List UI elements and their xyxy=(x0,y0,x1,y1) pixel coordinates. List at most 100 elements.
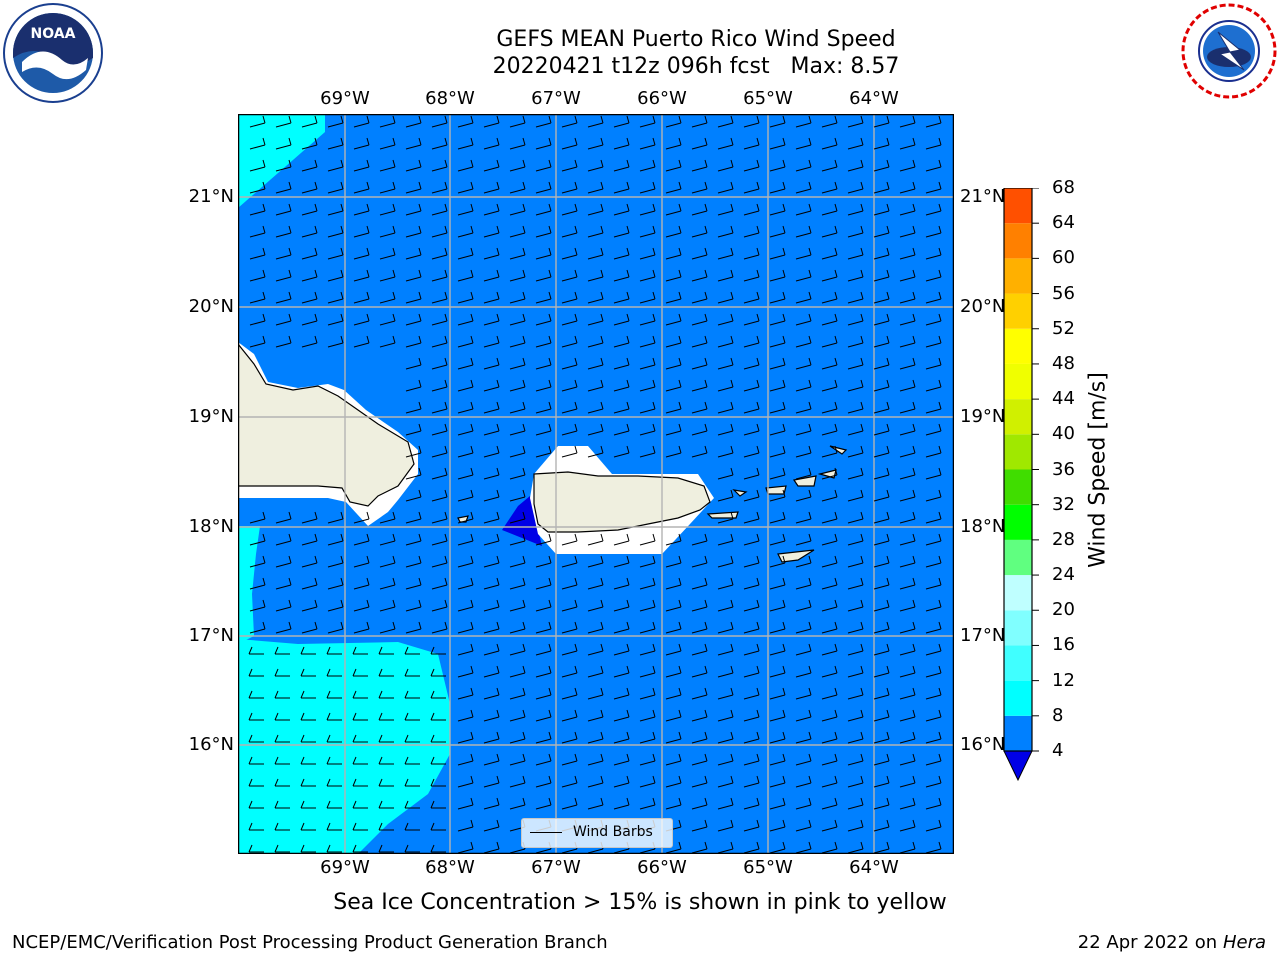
wind-barb xyxy=(639,643,656,656)
wind-barb xyxy=(613,313,630,326)
lon-label-top: 67°W xyxy=(531,88,581,109)
wind-barb xyxy=(743,335,760,348)
wind-barb xyxy=(535,445,552,458)
wind-barb xyxy=(639,423,656,436)
wind-barb xyxy=(249,599,266,612)
wind-speed-map xyxy=(238,114,954,854)
wind-barb xyxy=(509,423,526,436)
colorbar-tick-label: 8 xyxy=(1052,704,1064,726)
wind-barb xyxy=(717,137,734,150)
wind-barb xyxy=(483,731,500,744)
wind-barb xyxy=(717,577,734,590)
wind-barb xyxy=(457,137,474,150)
wind-barb xyxy=(743,577,760,590)
colorbar-tick-label: 56 xyxy=(1052,282,1075,304)
lat-label-right: 19°N xyxy=(960,406,1006,427)
colorbar-tick-label: 16 xyxy=(1052,634,1075,656)
wind-barb xyxy=(431,181,448,194)
colorbar-segment xyxy=(1004,645,1032,681)
wind-barb xyxy=(274,822,290,831)
wind-barb xyxy=(795,753,812,766)
wind-barb xyxy=(561,577,578,590)
wind-barb xyxy=(457,555,474,568)
wind-barb xyxy=(509,401,526,414)
wind-barb xyxy=(769,577,786,590)
wind-barb xyxy=(873,115,890,128)
wind-barb xyxy=(613,621,630,634)
wind-barb xyxy=(769,775,786,788)
wind-barb xyxy=(899,401,916,414)
wind-barb xyxy=(483,665,500,678)
colorbar-segment xyxy=(1004,223,1032,259)
wind-barb xyxy=(769,599,786,612)
wind-barb xyxy=(899,665,916,678)
wind-barb xyxy=(379,511,396,524)
wind-barb xyxy=(743,115,760,128)
wind-barb xyxy=(769,181,786,194)
svg-text:NOAA: NOAA xyxy=(31,26,76,42)
wind-barb xyxy=(613,599,630,612)
wind-barb xyxy=(274,668,290,677)
wind-barb xyxy=(457,775,474,788)
wind-barb xyxy=(691,819,708,832)
wind-barb xyxy=(535,555,552,568)
wind-barb xyxy=(249,555,266,568)
colorbar-tick-label: 64 xyxy=(1052,212,1075,234)
wind-barb xyxy=(925,401,942,414)
wind-barb xyxy=(639,797,656,810)
wind-barb xyxy=(326,734,342,743)
wind-barb xyxy=(665,599,682,612)
wind-barb xyxy=(691,335,708,348)
wind-barb xyxy=(769,445,786,458)
wind-barb xyxy=(847,115,864,128)
wind-barb xyxy=(665,335,682,348)
wind-barb xyxy=(691,203,708,216)
wind-barb xyxy=(379,555,396,568)
wind-barb xyxy=(769,797,786,810)
wind-barb xyxy=(899,555,916,568)
wind-barb xyxy=(769,159,786,172)
wind-barb xyxy=(899,269,916,282)
wind-barb xyxy=(665,709,682,722)
wind-barb xyxy=(873,841,890,854)
wind-barb xyxy=(379,247,396,260)
wind-barb xyxy=(795,445,812,458)
wind-barb xyxy=(509,379,526,392)
wind-barb xyxy=(431,467,448,480)
wind-barb xyxy=(483,621,500,634)
wind-barb xyxy=(483,225,500,238)
footer-branch: NCEP/EMC/Verification Post Processing Pr… xyxy=(12,932,608,953)
wind-barb xyxy=(639,599,656,612)
wind-barb xyxy=(353,313,370,326)
wind-barb xyxy=(405,577,422,590)
wind-barb xyxy=(248,778,264,787)
wind-barb xyxy=(873,247,890,260)
wind-barb xyxy=(821,291,838,304)
wind-barb xyxy=(327,159,344,172)
wind-barb xyxy=(665,379,682,392)
wind-barb xyxy=(587,797,604,810)
wind-barb xyxy=(561,709,578,722)
wind-barb xyxy=(457,621,474,634)
wind-barb xyxy=(925,577,942,590)
wind-barb xyxy=(327,555,344,568)
wind-barb xyxy=(873,643,890,656)
wind-barb xyxy=(457,269,474,282)
wind-barb xyxy=(873,379,890,392)
wind-barb xyxy=(769,291,786,304)
wind-barb xyxy=(821,225,838,238)
wind-barb xyxy=(535,665,552,678)
wind-barb xyxy=(535,335,552,348)
wind-speed-colorbar xyxy=(1003,187,1047,788)
wind-barb xyxy=(743,313,760,326)
wind-barb xyxy=(925,445,942,458)
wind-barb xyxy=(483,489,500,502)
colorbar-segment xyxy=(1004,469,1032,505)
wind-barb xyxy=(795,269,812,282)
wind-barb xyxy=(717,775,734,788)
wind-barb xyxy=(691,621,708,634)
wind-barb xyxy=(639,401,656,414)
wind-barb xyxy=(405,621,422,634)
wind-barb xyxy=(352,778,368,787)
wind-barb xyxy=(587,115,604,128)
